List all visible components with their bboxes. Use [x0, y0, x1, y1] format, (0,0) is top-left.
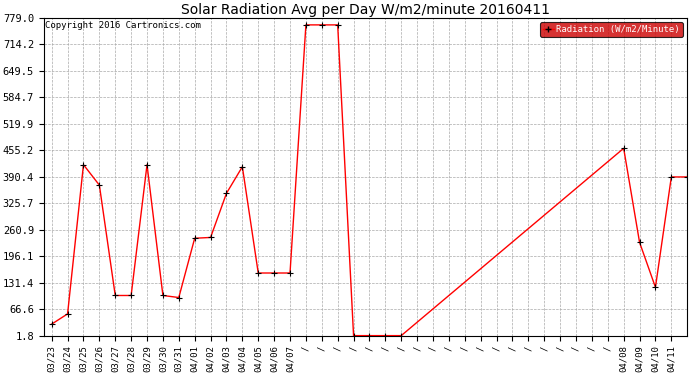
Title: Solar Radiation Avg per Day W/m2/minute 20160411: Solar Radiation Avg per Day W/m2/minute …: [181, 3, 550, 17]
Text: Copyright 2016 Cartronics.com: Copyright 2016 Cartronics.com: [45, 21, 201, 30]
Legend: Radiation (W/m2/Minute): Radiation (W/m2/Minute): [540, 22, 682, 37]
